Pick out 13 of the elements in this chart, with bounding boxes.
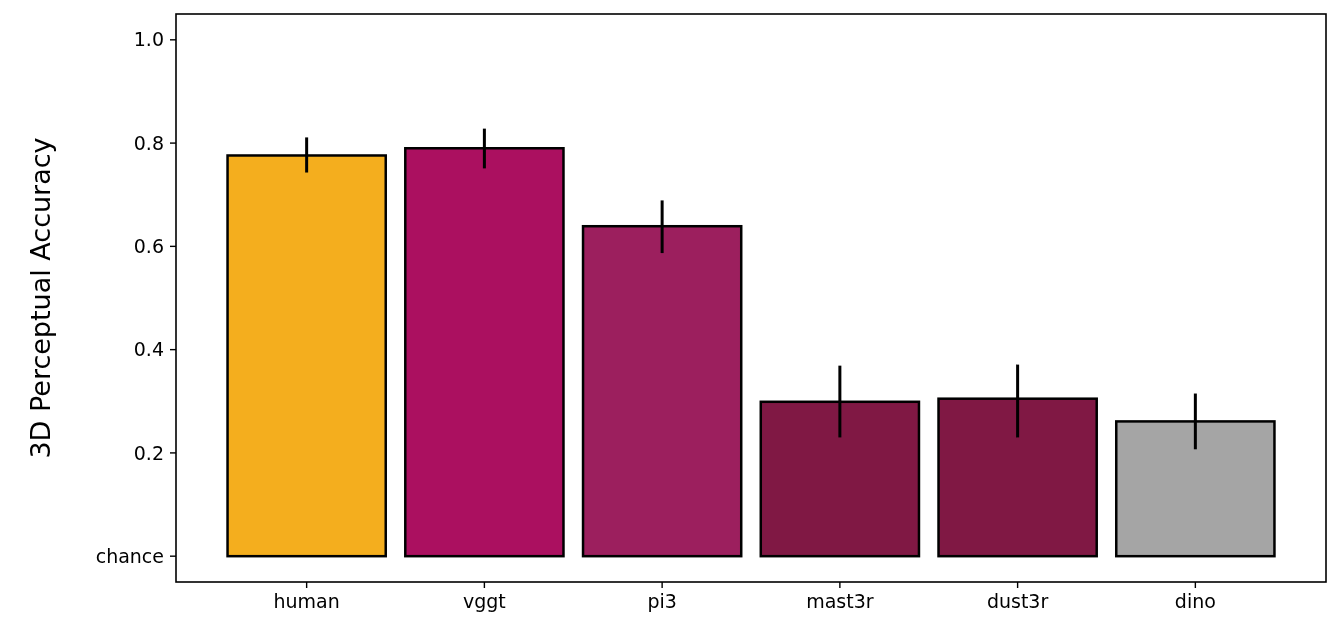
y-tick-label: chance: [95, 544, 164, 567]
y-axis-title: 3D Perceptual Accuracy: [25, 137, 56, 459]
x-tick-label: dust3r: [986, 590, 1049, 612]
y-tick-label: 0.8: [133, 131, 164, 154]
x-tick-label: pi3: [647, 590, 677, 612]
y-tick-label: 1.0: [133, 28, 164, 51]
x-tick-label: dino: [1174, 590, 1216, 612]
x-tick-label: human: [273, 590, 340, 612]
y-tick-label: 0.2: [133, 441, 164, 464]
y-tick-label: 0.4: [133, 338, 164, 361]
y-tick-label: 0.6: [133, 235, 164, 258]
x-tick-label: vggt: [462, 590, 506, 612]
x-tick-label: mast3r: [806, 590, 874, 612]
